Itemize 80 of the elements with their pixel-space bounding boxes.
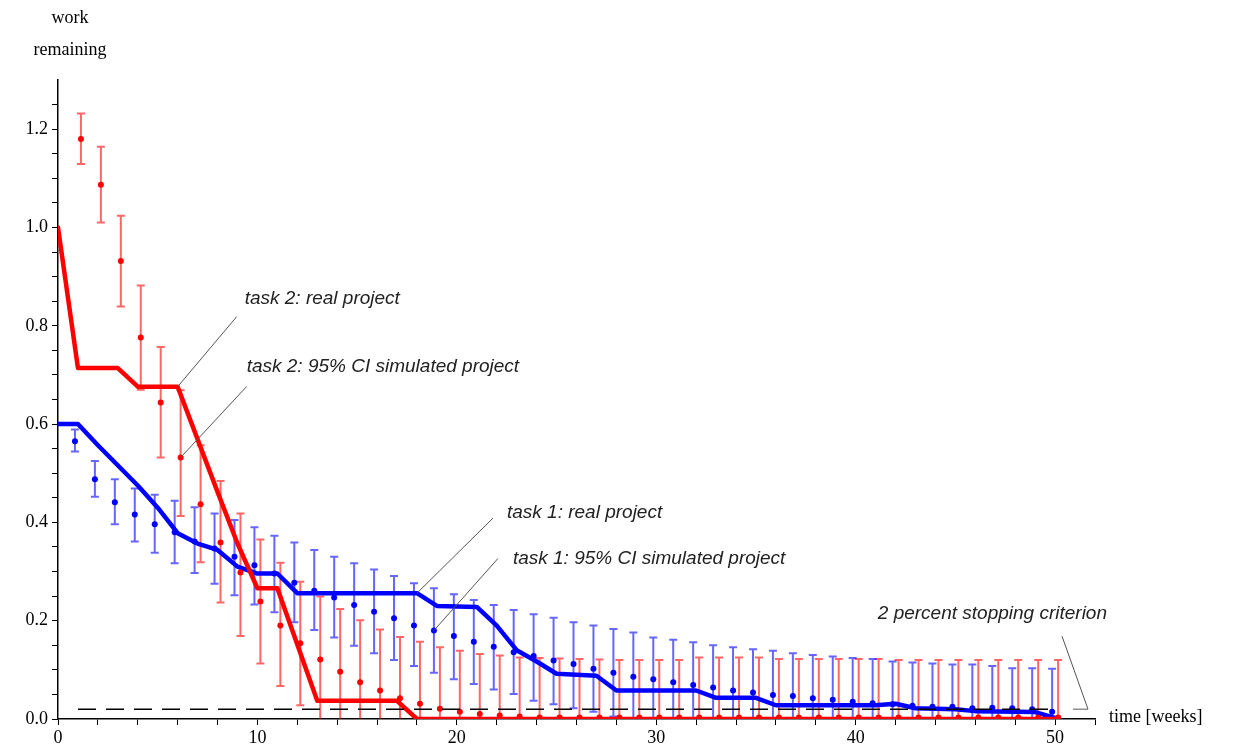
y-tick-label: 0.0 (25, 707, 48, 728)
point (337, 668, 344, 675)
point (730, 687, 737, 694)
point (357, 679, 364, 686)
point (650, 676, 657, 683)
point (630, 673, 637, 680)
point (710, 684, 717, 691)
point (829, 696, 836, 703)
point (476, 711, 483, 718)
point (191, 538, 198, 545)
point (809, 695, 816, 702)
x-tick-label: 30 (647, 726, 666, 747)
point (530, 653, 537, 660)
point (217, 539, 224, 546)
point (450, 632, 457, 639)
point (397, 695, 404, 702)
ref-line-label: 2 percent stopping criterion (876, 602, 1107, 624)
point (610, 669, 617, 676)
point (331, 594, 338, 601)
annotation: task 2: real project (244, 287, 401, 308)
point (416, 700, 423, 707)
point (351, 601, 358, 608)
point (157, 399, 164, 406)
x-tick-label: 10 (248, 726, 267, 747)
point (117, 257, 124, 264)
x-tick-label: 50 (1046, 726, 1065, 747)
point (371, 608, 378, 615)
point (749, 689, 756, 696)
annotation: task 2: 95% CI simulated project (246, 354, 520, 376)
annotation: task 1: 95% CI simulated project (512, 546, 787, 568)
point (171, 529, 178, 536)
point (1055, 714, 1062, 719)
point (889, 701, 896, 708)
y-tick-label: 1.2 (25, 117, 48, 138)
y-axis-title: work remaining (33, 6, 107, 59)
point (510, 649, 517, 656)
y-tick-label: 0.4 (25, 511, 48, 532)
point (550, 657, 557, 664)
point (470, 638, 477, 645)
point (111, 499, 118, 506)
point (377, 687, 384, 694)
point (271, 570, 278, 577)
point (456, 708, 463, 715)
point (769, 691, 776, 698)
point (211, 545, 218, 552)
point (410, 622, 417, 629)
y-tick-label: 0.2 (25, 609, 48, 630)
x-tick-label: 0 (53, 726, 63, 747)
point (97, 181, 104, 188)
point (670, 679, 677, 686)
y-tick-label: 0.6 (25, 412, 48, 433)
point (391, 615, 398, 622)
point (231, 553, 238, 560)
x-axis-title: time [weeks] (1109, 705, 1203, 726)
annotation: task 1: real project (506, 501, 663, 523)
point (237, 569, 244, 576)
point (137, 334, 144, 341)
point (789, 692, 796, 699)
point (1049, 708, 1056, 715)
point (197, 501, 204, 508)
point (131, 511, 138, 518)
point (291, 579, 298, 586)
point (277, 622, 284, 629)
point (436, 705, 443, 712)
point (257, 598, 264, 605)
point (690, 682, 697, 689)
point (590, 665, 597, 672)
point (297, 640, 304, 647)
x-tick-label: 20 (447, 726, 466, 747)
point (91, 476, 98, 483)
point (77, 135, 84, 142)
point (570, 660, 577, 667)
x-tick-label: 40 (846, 726, 865, 747)
point (317, 656, 324, 663)
point (490, 643, 497, 650)
y-tick-label: 1.0 (25, 216, 48, 237)
point (151, 521, 158, 528)
y-tick-label: 0.8 (25, 314, 48, 335)
point (251, 562, 258, 569)
point (71, 438, 78, 445)
